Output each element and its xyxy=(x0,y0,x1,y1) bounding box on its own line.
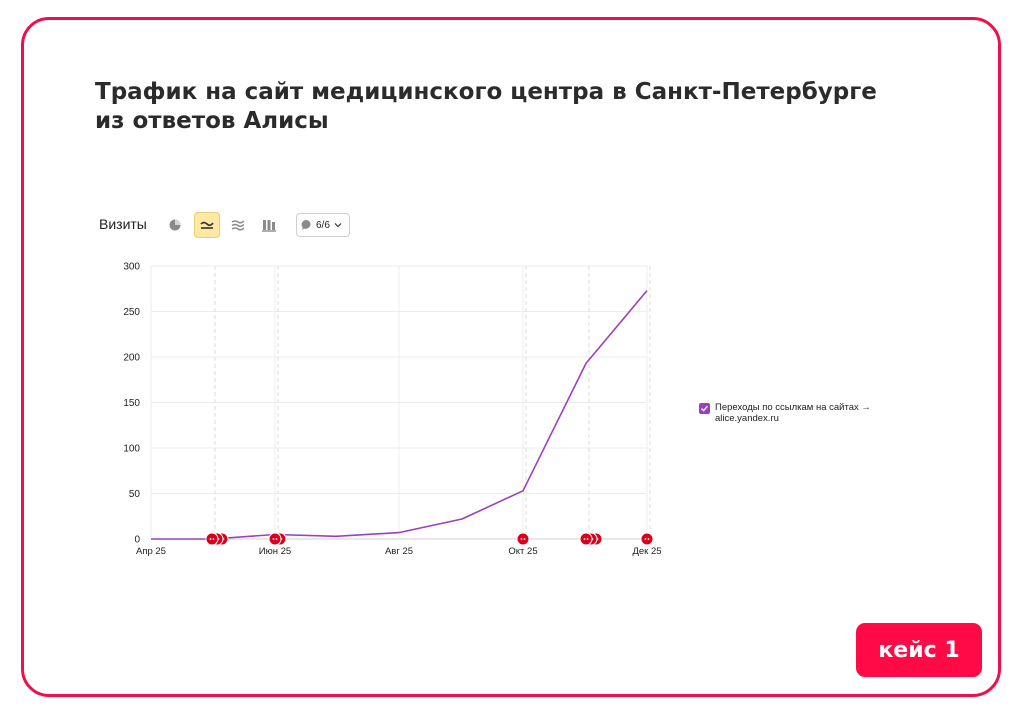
annotations-count: 6/6 xyxy=(316,219,330,231)
bar-chart-button[interactable] xyxy=(256,212,282,238)
y-tick-label: 200 xyxy=(123,353,140,364)
legend-label: Переходы по ссылкам на сайтах → alice.ya… xyxy=(715,402,871,424)
x-tick-label: Июн 25 xyxy=(259,546,291,557)
page-title: Трафик на сайт медицинского центра в Сан… xyxy=(95,78,895,136)
checkmark-icon xyxy=(701,405,709,412)
title-line-2: из ответов Алисы xyxy=(95,108,329,134)
y-tick-label: 250 xyxy=(123,307,140,318)
y-tick-label: 50 xyxy=(129,489,141,500)
bar-chart-icon xyxy=(262,220,276,232)
legend-label-line-1: Переходы по ссылкам на сайтах → xyxy=(715,402,871,413)
title-line-1: Трафик на сайт медицинского центра в Сан… xyxy=(95,79,877,105)
pie-chart-button[interactable] xyxy=(162,212,188,238)
chevron-down-icon xyxy=(334,223,342,228)
annotation-marker[interactable] xyxy=(268,532,282,546)
series-line xyxy=(151,290,648,540)
pie-chart-icon xyxy=(169,219,181,231)
y-tick-label: 100 xyxy=(123,444,140,455)
metric-label: Визиты xyxy=(99,216,147,232)
case-badge: кейс 1 xyxy=(856,623,982,677)
line-chart-icon xyxy=(200,221,214,229)
legend-checkbox[interactable] xyxy=(699,403,710,414)
y-tick-label: 150 xyxy=(123,398,140,409)
x-tick-label: Авг 25 xyxy=(385,546,413,557)
legend-label-line-2: alice.yandex.ru xyxy=(715,413,779,424)
area-chart-icon xyxy=(231,220,245,231)
comment-icon xyxy=(301,219,311,230)
y-tick-label: 300 xyxy=(123,262,140,273)
legend-item[interactable]: Переходы по ссылкам на сайтах → alice.ya… xyxy=(699,402,929,424)
annotations-dropdown[interactable]: 6/6 xyxy=(296,213,350,237)
y-tick-label: 0 xyxy=(134,535,140,546)
area-chart-button[interactable] xyxy=(225,212,251,238)
x-tick-label: Апр 25 xyxy=(136,546,166,557)
line-chart-button[interactable] xyxy=(194,212,220,238)
annotation-marker[interactable] xyxy=(205,532,219,546)
x-tick-label: Дек 25 xyxy=(632,546,661,557)
annotation-marker[interactable] xyxy=(579,532,593,546)
annotation-marker[interactable] xyxy=(516,532,530,546)
annotation-marker[interactable] xyxy=(640,532,654,546)
x-tick-label: Окт 25 xyxy=(508,546,537,557)
